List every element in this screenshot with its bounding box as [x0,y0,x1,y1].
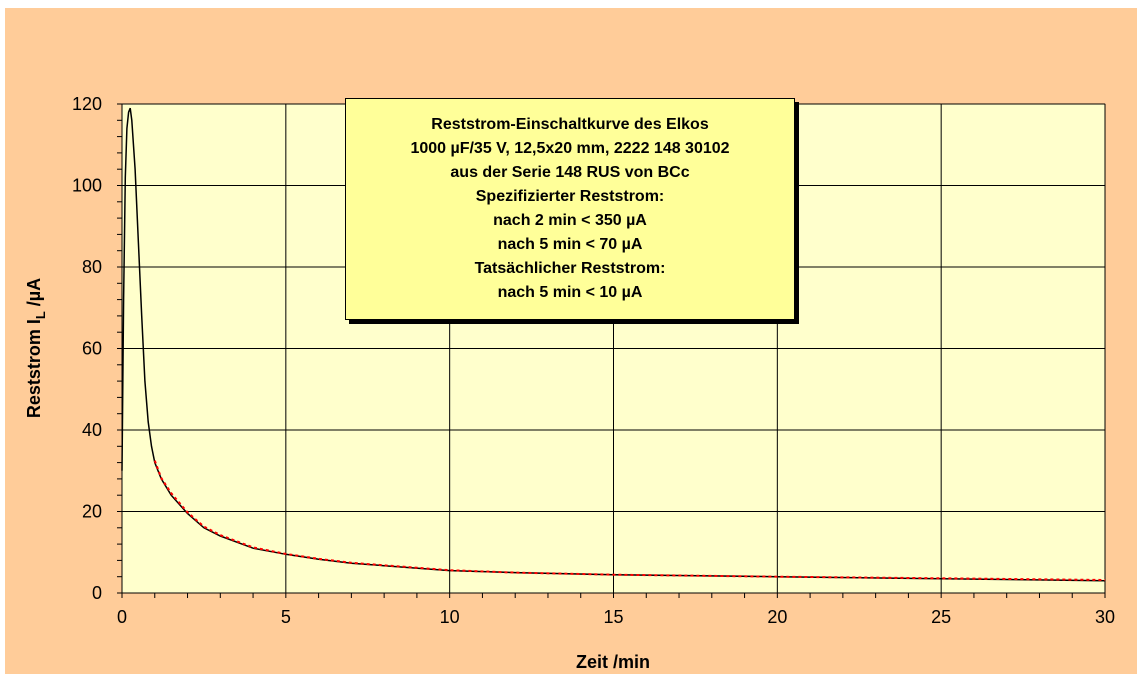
y-axis-title-subscript: L [33,311,48,319]
y-axis-title-unit: /µA [24,278,44,311]
y-tick-labels: 0 20 40 60 80 100 120 [72,94,102,603]
axes [117,103,1106,598]
annotation-line: nach 5 min < 70 µA [497,236,643,253]
x-axis-title: Zeit /min [576,652,650,672]
y-axis-title-main: Reststrom I [24,319,44,418]
annotation-line: nach 5 min < 10 µA [497,284,643,301]
series-line-measured [121,107,1106,582]
annotation-line: nach 2 min < 350 µA [493,212,647,229]
y-tick-label: 20 [82,502,102,522]
y-tick-label: 40 [82,420,102,440]
x-tick-label: 20 [767,607,787,627]
y-tick-label: 0 [92,583,102,603]
annotation-line: Tatsächlicher Reststrom: [474,260,666,277]
y-tick-label: 60 [82,339,102,359]
annotation-line: aus der Serie 148 RUS von BCc [450,164,690,181]
series-layer [121,107,1106,582]
x-tick-label: 25 [931,607,951,627]
x-tick-labels: 0 5 10 15 20 25 30 [117,607,1115,627]
annotation-line: Spezifizierter Reststrom: [475,188,665,205]
y-tick-label: 80 [82,257,102,277]
x-tick-label: 5 [281,607,291,627]
series-line-fit [153,460,1106,581]
grid-lines [122,103,1106,593]
annotation-box: Reststrom-Einschaltkurve des Elkos 1000 … [345,98,795,320]
y-tick-label: 100 [72,176,102,196]
x-tick-label: 15 [603,607,623,627]
x-tick-label: 0 [117,607,127,627]
x-tick-label: 10 [440,607,460,627]
x-tick-label: 30 [1095,607,1115,627]
y-tick-label: 120 [72,94,102,114]
y-axis-title: Reststrom IL /µA [24,278,48,418]
annotation-line: Reststrom-Einschaltkurve des Elkos [431,116,709,133]
annotation-line: 1000 µF/35 V, 12,5x20 mm, 2222 148 30102 [410,140,730,157]
